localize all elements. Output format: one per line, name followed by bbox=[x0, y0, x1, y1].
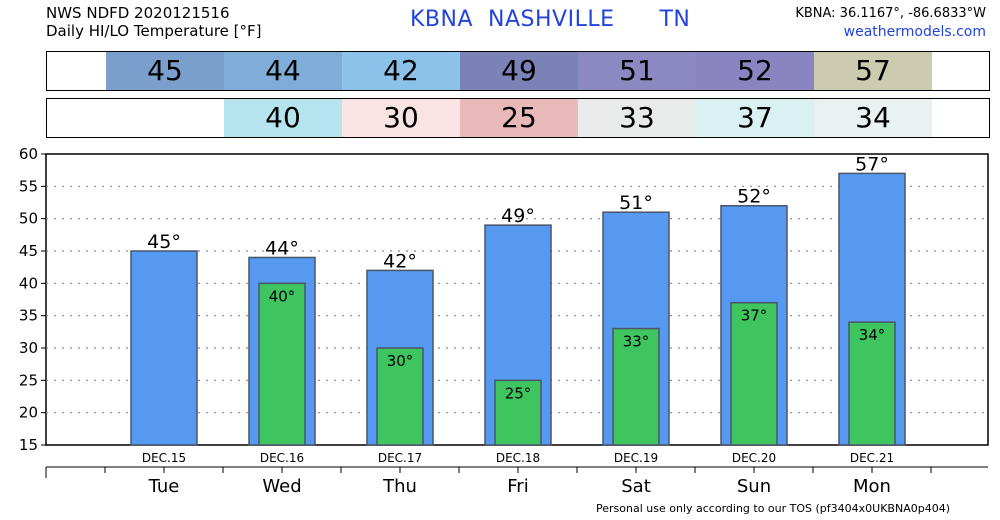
high-temp-cell: 44 bbox=[224, 52, 342, 90]
day-label: Fri bbox=[507, 476, 528, 497]
high-temp-cell: 51 bbox=[578, 52, 696, 90]
day-label: Tue bbox=[148, 476, 180, 497]
day-label: Thu bbox=[382, 476, 417, 497]
high-temp-cell: 45 bbox=[106, 52, 224, 90]
low-bar-label: 25° bbox=[505, 384, 532, 402]
low-temp-cell: 25 bbox=[460, 99, 578, 137]
low-bar bbox=[730, 301, 778, 446]
low-temp-cell: 34 bbox=[814, 99, 932, 137]
day-label: Mon bbox=[853, 476, 891, 497]
high-bar bbox=[130, 250, 198, 446]
high-temp-cell: 42 bbox=[342, 52, 460, 90]
low-temp-cell: 37 bbox=[696, 99, 814, 137]
low-temperature-strip: 40 30 25 33 37 34 bbox=[46, 98, 990, 138]
day-label: Sun bbox=[737, 476, 771, 497]
low-bar-label: 30° bbox=[387, 352, 414, 370]
y-tick-label: 30 bbox=[19, 339, 38, 357]
date-label: DEC.21 bbox=[850, 451, 894, 465]
y-tick-label: 35 bbox=[19, 307, 38, 325]
date-label: DEC.17 bbox=[378, 451, 422, 465]
y-tick-label: 25 bbox=[19, 371, 38, 389]
high-bar-label: 42° bbox=[383, 250, 417, 272]
low-bar bbox=[376, 347, 424, 446]
chart-header-left: NWS NDFD 2020121516 Daily HI/LO Temperat… bbox=[46, 4, 262, 40]
high-temp-cell: 49 bbox=[460, 52, 578, 90]
high-temperature-strip: 45 44 42 49 51 52 57 bbox=[46, 51, 990, 91]
station-coordinates: KBNA: 36.1167°, -86.6833°W bbox=[795, 6, 986, 21]
date-label: DEC.19 bbox=[614, 451, 658, 465]
day-label: Wed bbox=[262, 476, 301, 497]
high-bar-label: 49° bbox=[501, 205, 535, 227]
low-bar bbox=[848, 321, 896, 446]
y-tick-label: 15 bbox=[19, 436, 38, 454]
y-tick-label: 60 bbox=[19, 145, 38, 163]
low-temp-cell: 33 bbox=[578, 99, 696, 137]
y-tick-label: 50 bbox=[19, 210, 38, 228]
day-label: Sat bbox=[621, 476, 651, 497]
high-bar-label: 45° bbox=[147, 231, 181, 253]
low-temp-cell: 40 bbox=[224, 99, 342, 137]
chart-title: Daily HI/LO Temperature [°F] bbox=[46, 22, 262, 40]
y-tick-label: 55 bbox=[19, 177, 38, 195]
low-bar-label: 37° bbox=[741, 307, 768, 325]
high-temp-cell: 57 bbox=[814, 52, 932, 90]
footer-note: Personal use only according to our TOS (… bbox=[596, 502, 950, 515]
low-temp-cell: 30 bbox=[342, 99, 460, 137]
date-label: DEC.20 bbox=[732, 451, 776, 465]
low-bar-label: 33° bbox=[623, 333, 650, 351]
high-bar-label: 57° bbox=[855, 153, 889, 175]
chart-header-right: KBNA: 36.1167°, -86.6833°W weathermodels… bbox=[795, 4, 986, 42]
y-tick-label: 40 bbox=[19, 274, 38, 292]
model-run-label: NWS NDFD 2020121516 bbox=[46, 4, 230, 22]
date-label: DEC.15 bbox=[142, 451, 186, 465]
site-link[interactable]: weathermodels.com bbox=[843, 24, 986, 40]
station-title: KBNA NASHVILLE TN bbox=[410, 7, 691, 32]
low-bar-label: 40° bbox=[269, 287, 296, 305]
low-bar bbox=[258, 282, 306, 446]
high-bar-label: 52° bbox=[737, 186, 771, 208]
low-bar-label: 34° bbox=[859, 326, 886, 344]
low-bar bbox=[494, 379, 542, 446]
high-bar-label: 44° bbox=[265, 237, 299, 259]
date-label: DEC.16 bbox=[260, 451, 304, 465]
low-bar bbox=[612, 327, 660, 446]
high-temp-cell: 52 bbox=[696, 52, 814, 90]
y-tick-label: 45 bbox=[19, 242, 38, 260]
y-tick-label: 20 bbox=[19, 404, 38, 422]
date-label: DEC.18 bbox=[496, 451, 540, 465]
high-bar-label: 51° bbox=[619, 192, 653, 214]
